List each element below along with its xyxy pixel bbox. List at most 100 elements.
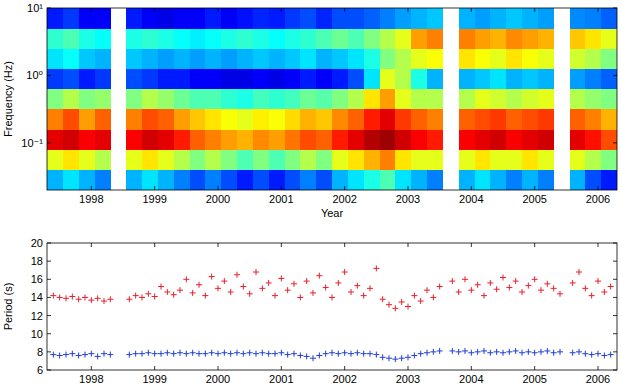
x-tick <box>598 366 599 370</box>
x-tick <box>344 8 345 12</box>
heat-cell <box>158 109 174 130</box>
y-tick <box>613 243 617 244</box>
scatter-point <box>544 281 550 287</box>
heat-cell <box>205 170 221 190</box>
heat-cell <box>570 109 586 130</box>
scatter-point <box>475 349 481 355</box>
y-tick <box>47 333 51 334</box>
scatter-point <box>538 287 544 293</box>
scatter-point <box>247 350 253 356</box>
heat-cell <box>348 89 364 109</box>
heat-cell <box>237 170 253 190</box>
heat-cell <box>332 69 348 90</box>
x-tick <box>344 186 345 190</box>
heat-cell <box>221 8 237 29</box>
heat-cell <box>585 89 601 109</box>
y-tick <box>47 142 51 143</box>
heat-cell <box>459 129 475 150</box>
scatter-point <box>234 350 240 356</box>
heat-cell <box>585 170 601 190</box>
heat-cell <box>506 8 522 29</box>
x-tick <box>91 8 92 12</box>
scatter-point <box>481 293 487 299</box>
y-tick-label: 10⁰ <box>26 69 43 81</box>
heat-cell <box>174 28 190 49</box>
heat-cell <box>174 49 190 69</box>
heat-cell <box>221 109 237 130</box>
x-tick-label: 2003 <box>396 193 420 205</box>
heat-cell <box>95 89 111 109</box>
heat-cell <box>411 8 427 29</box>
heat-cell <box>269 89 285 109</box>
heat-cell <box>316 69 332 90</box>
heat-cell <box>601 8 617 29</box>
heat-cell <box>570 129 586 150</box>
heat-cell <box>142 109 158 130</box>
x-tick-label: 2005 <box>522 373 546 385</box>
heat-cell <box>142 8 158 29</box>
heat-cell <box>95 109 111 130</box>
heat-cell <box>506 170 522 190</box>
heat-cell <box>300 69 316 90</box>
heat-cell <box>300 49 316 69</box>
heat-cell <box>380 49 396 69</box>
scatter-point <box>380 354 386 360</box>
scatter-point <box>171 292 177 298</box>
scatter-point <box>551 285 557 291</box>
scatter-point <box>107 352 113 358</box>
x-tick-label: 2003 <box>396 373 420 385</box>
scatter-point <box>481 348 487 354</box>
x-tick <box>471 8 472 12</box>
heat-cell <box>237 69 253 90</box>
scatter-point <box>608 352 614 358</box>
scatter-point <box>139 294 145 300</box>
x-tick-label: 2002 <box>332 373 356 385</box>
heat-cell <box>63 8 79 29</box>
heat-cell <box>364 170 380 190</box>
heat-cell <box>253 28 269 49</box>
scatter-point <box>348 289 354 295</box>
heat-cell <box>522 8 538 29</box>
heat-cell <box>237 149 253 170</box>
heat-cell <box>380 69 396 90</box>
y-tick <box>47 370 51 371</box>
scatter-point <box>430 349 436 355</box>
scatter-point <box>291 351 297 357</box>
scatter-point <box>202 293 208 299</box>
scatter-point <box>513 348 519 354</box>
scatter-point <box>183 276 189 282</box>
scatter-point <box>373 265 379 271</box>
scatter-point <box>272 293 278 299</box>
heat-cell <box>332 129 348 150</box>
heat-cell <box>380 8 396 29</box>
heat-cell <box>269 69 285 90</box>
scatter-point <box>95 353 101 359</box>
y-tick <box>47 279 51 280</box>
heat-cell <box>601 89 617 109</box>
x-tick <box>471 366 472 370</box>
heat-cell <box>237 89 253 109</box>
heat-cell <box>348 109 364 130</box>
scatter-point <box>506 284 512 290</box>
scatter-point <box>126 352 132 358</box>
x-tick <box>534 8 535 12</box>
heat-cell <box>475 49 491 69</box>
scatter-point <box>323 351 329 357</box>
heat-cell <box>570 89 586 109</box>
heat-cell <box>158 149 174 170</box>
scatter-point <box>278 275 284 281</box>
heat-cell <box>190 69 206 90</box>
scatter-point <box>462 276 468 282</box>
scatter-point <box>259 350 265 356</box>
heat-cell <box>269 8 285 29</box>
x-tick <box>154 243 155 247</box>
y-tick <box>47 351 51 352</box>
scatter-point <box>253 269 259 275</box>
scatter-point <box>88 351 94 357</box>
scatter-point <box>228 289 234 295</box>
scatter-point <box>133 293 139 299</box>
heat-cell <box>158 69 174 90</box>
scatter-point <box>329 294 335 300</box>
heat-cell <box>538 28 554 49</box>
heat-cell <box>221 129 237 150</box>
